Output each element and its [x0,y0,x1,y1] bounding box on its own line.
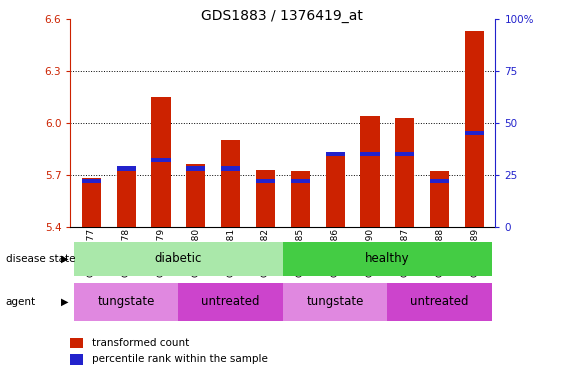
Bar [256,179,275,183]
Text: disease state: disease state [6,254,75,264]
Bar [395,152,414,156]
Text: percentile rank within the sample: percentile rank within the sample [92,354,267,364]
Text: tungstate: tungstate [306,296,364,308]
Text: ▶: ▶ [61,297,69,307]
Bar [151,97,171,227]
Bar [117,166,136,171]
Bar [221,166,240,171]
Bar [70,338,83,348]
Text: tungstate: tungstate [97,296,155,308]
Bar [465,131,484,135]
Bar [256,170,275,227]
Text: untreated: untreated [202,296,260,308]
Bar [283,283,387,321]
Text: healthy: healthy [365,252,410,265]
Bar [430,171,449,227]
Bar [74,283,178,321]
Text: ▶: ▶ [61,254,69,264]
Bar [387,283,492,321]
Text: GDS1883 / 1376419_at: GDS1883 / 1376419_at [200,9,363,23]
Bar [186,166,205,171]
Bar [283,242,492,276]
Bar [82,179,101,183]
Bar [395,118,414,227]
Bar [74,242,283,276]
Bar [291,171,310,227]
Bar [151,158,171,162]
Text: diabetic: diabetic [155,252,202,265]
Bar [82,178,101,227]
Bar [465,31,484,227]
Bar [325,154,345,227]
Bar [360,152,379,156]
Text: transformed count: transformed count [92,338,189,348]
Bar [70,354,83,364]
Bar [360,116,379,227]
Bar [186,164,205,227]
Bar [221,140,240,227]
Bar [291,179,310,183]
Bar [178,283,283,321]
Text: untreated: untreated [410,296,469,308]
Bar [325,152,345,156]
Bar [117,166,136,227]
Bar [430,179,449,183]
Text: agent: agent [6,297,36,307]
